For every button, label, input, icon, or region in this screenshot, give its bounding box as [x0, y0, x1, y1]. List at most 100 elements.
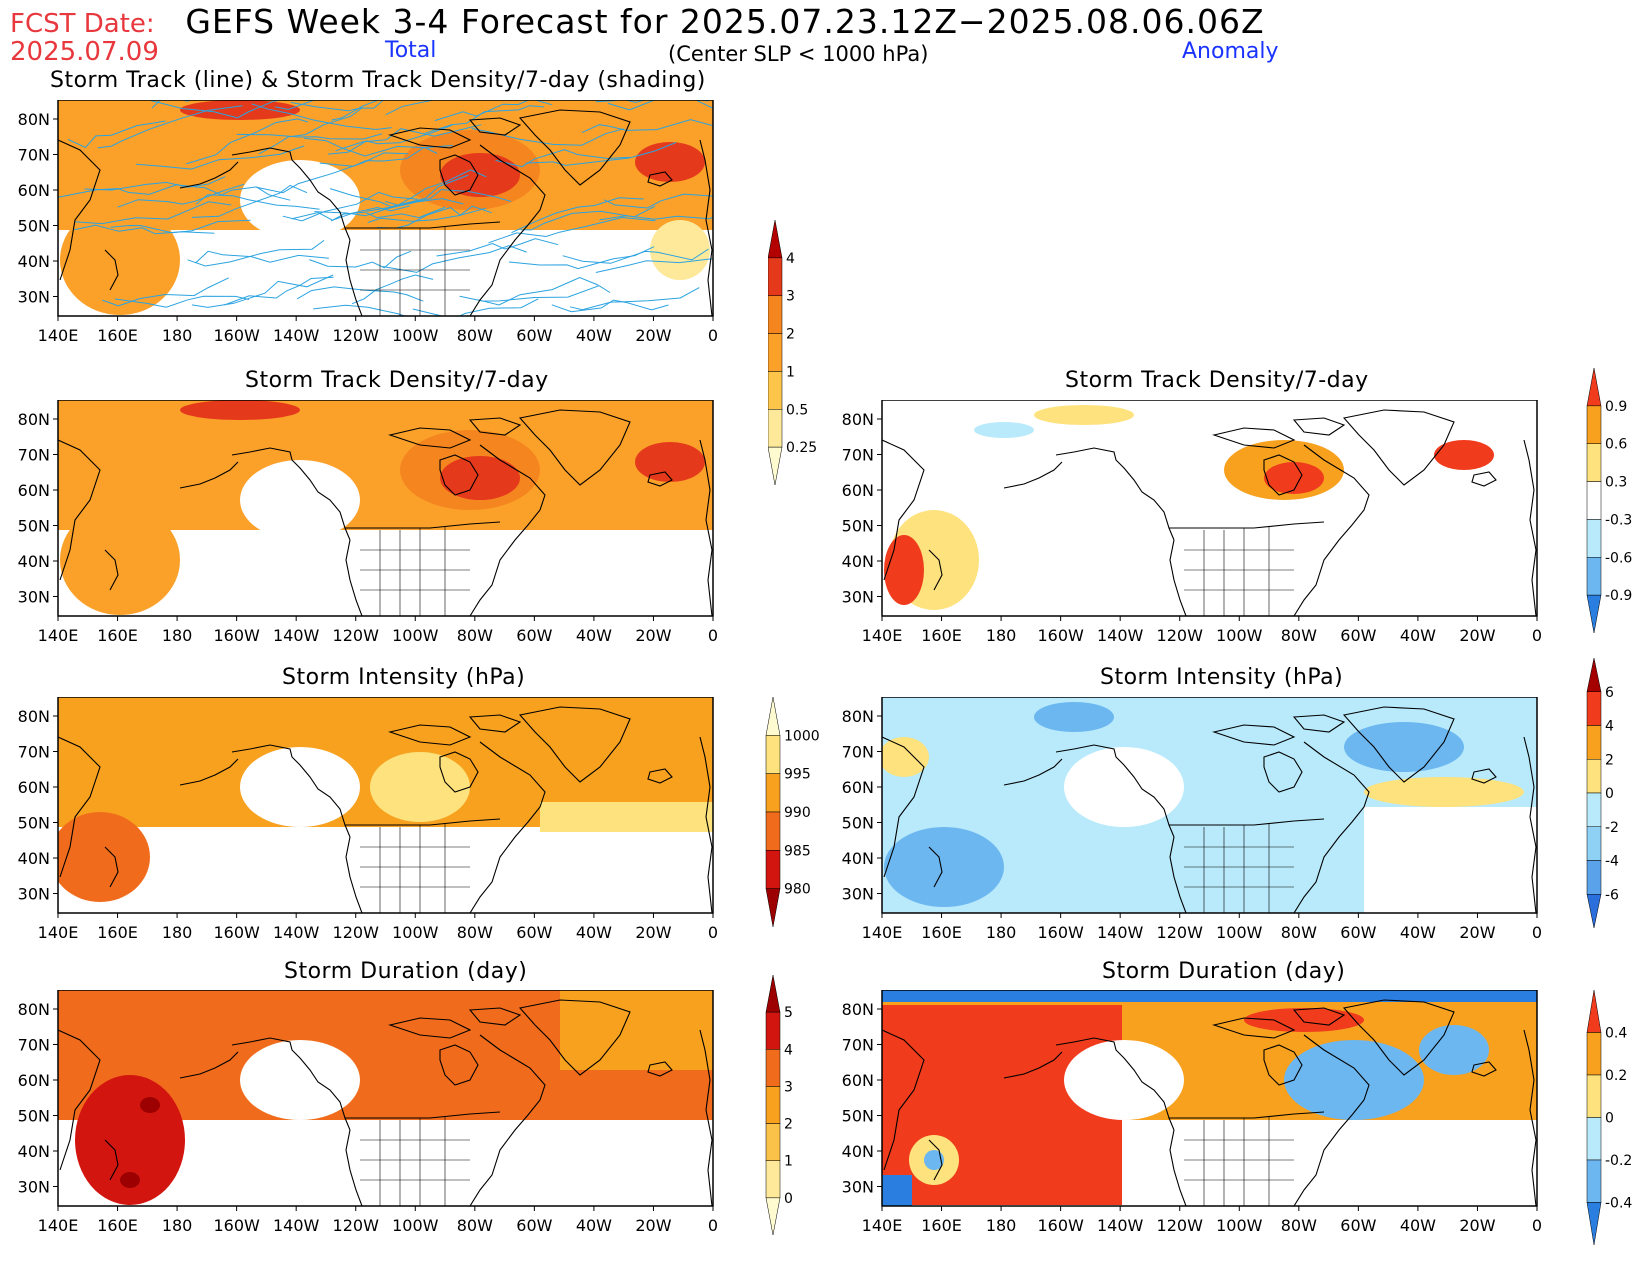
colorbar-swatch	[1586, 519, 1602, 558]
coastline	[518, 109, 631, 186]
shading-cell	[240, 460, 360, 540]
colorbar-label: 0.3	[1605, 475, 1627, 491]
lon-tick-label: 160W	[1037, 626, 1084, 645]
coastline	[1169, 836, 1187, 913]
lat-tick-label: 40N	[18, 552, 50, 571]
lon-tick-label: 100W	[1216, 923, 1263, 942]
colorbar-swatch	[1586, 481, 1602, 520]
coastline	[58, 439, 101, 581]
shading-cell	[650, 220, 710, 280]
coastline	[469, 444, 546, 616]
lon-tick-label: 60W	[516, 1216, 552, 1235]
coastline	[1471, 1061, 1497, 1077]
colorbar-label: -0.2	[1605, 1153, 1632, 1169]
lat-tick-label: 70N	[18, 1036, 50, 1055]
plot-frame	[57, 399, 714, 617]
lon-tick-label: 60W	[516, 326, 552, 345]
colorbar-label: 0.5	[786, 402, 808, 418]
coastline	[231, 147, 351, 241]
plot-frame	[881, 399, 1538, 617]
storm-track-line	[520, 205, 656, 231]
lon-tick-label: 100W	[392, 326, 439, 345]
lat-tick-label: 30N	[18, 588, 50, 607]
coastline	[345, 239, 363, 316]
coastline	[179, 1051, 239, 1079]
colorbar-swatch	[1586, 1032, 1602, 1076]
lon-tick-label: 180	[162, 626, 193, 645]
lat-tick-label: 60N	[18, 481, 50, 500]
storm-track-line	[186, 118, 309, 165]
storm-track-line	[551, 299, 669, 313]
colorbar-arrow-top	[765, 974, 781, 1013]
lat-tick-label: 40N	[842, 849, 874, 868]
coastline	[1263, 1044, 1303, 1086]
colorbar-swatch	[767, 333, 783, 372]
lon-tick-label: 140W	[273, 326, 320, 345]
coastline	[1342, 409, 1455, 486]
lon-tick-label: 20W	[635, 1216, 671, 1235]
storm-track-line	[282, 191, 419, 222]
coastline	[468, 714, 522, 733]
shading-cell	[60, 205, 180, 315]
coastline	[468, 417, 522, 436]
colorbar-label: 980	[784, 882, 811, 898]
colorbar-swatch	[765, 1160, 781, 1199]
colorbar-density: 4 3 2 1 0.5 0.25	[767, 219, 838, 524]
lat-tick-label: 40N	[842, 552, 874, 571]
lat-tick-label: 70N	[842, 446, 874, 465]
lat-tick-label: 70N	[18, 743, 50, 762]
lon-tick-label: 0	[708, 923, 718, 942]
map-density-anomaly: 140E 160E 180 160W 140W 120W 100W 80W 60W 40W 20W 0…	[824, 399, 1614, 664]
coastline	[882, 736, 925, 878]
colorbar-swatch	[765, 1086, 781, 1124]
shading-cell	[240, 1040, 360, 1120]
shading-cell	[240, 160, 360, 240]
colorbar-label: 985	[784, 843, 811, 859]
coastline	[647, 471, 673, 487]
lon-tick-label: 180	[162, 1216, 193, 1235]
coastline	[345, 836, 363, 913]
colorbar-label: 1	[786, 364, 795, 380]
coastline	[882, 439, 925, 581]
shading-cell	[1344, 722, 1464, 772]
lat-tick-label: 80N	[18, 410, 50, 429]
coastlines	[882, 706, 1537, 913]
lon-tick-label: 140E	[38, 326, 79, 345]
storm-track-line	[586, 100, 713, 103]
lon-tick-label: 140W	[1097, 1216, 1144, 1235]
coastline	[882, 1029, 925, 1171]
coastline	[58, 139, 101, 281]
coastline	[1523, 1029, 1537, 1206]
colorbar-swatch	[765, 1011, 781, 1050]
storm-track-line	[58, 183, 179, 198]
lat-tick-label: 50N	[18, 1107, 50, 1126]
coastline	[518, 409, 631, 486]
coastline	[699, 736, 713, 913]
lon-tick-label: 120W	[333, 626, 380, 645]
shading-cell	[884, 827, 1004, 907]
lon-tick-label: 20W	[635, 326, 671, 345]
colorbar-label: 3	[784, 1079, 793, 1095]
colorbar-label: -0.9	[1605, 588, 1632, 604]
map-intensity-anomaly: 140E 160E 180 160W 140W 120W 100W 80W 60W 40W 20W 0…	[824, 696, 1614, 961]
shading-layer	[58, 697, 713, 913]
lon-tick-label: 0	[708, 626, 718, 645]
coastlines	[58, 109, 713, 316]
coastline	[1263, 751, 1303, 793]
lat-tick-label: 60N	[18, 1071, 50, 1090]
storm-track-line	[191, 274, 334, 308]
lon-tick-label: 180	[986, 1216, 1017, 1235]
coastline	[469, 1034, 546, 1206]
coastline	[104, 249, 119, 291]
lon-tick-label: 0	[1532, 1216, 1542, 1235]
coastline	[179, 758, 239, 786]
coastlines	[882, 999, 1537, 1206]
lon-tick-label: 100W	[392, 923, 439, 942]
plot-frame	[57, 696, 714, 914]
lat-tick-label: 30N	[842, 588, 874, 607]
colorbar-label: 0.9	[1605, 399, 1627, 415]
map-duration-total: 140E 160E 180 160W 140W 120W 100W 80W 60W 40W 20W 0…	[0, 989, 790, 1254]
coastline	[1293, 1034, 1370, 1206]
map-intensity-total: 140E 160E 180 160W 140W 120W 100W 80W 60W 40W 20W 0…	[0, 696, 790, 961]
lat-tick-label: 60N	[18, 181, 50, 200]
